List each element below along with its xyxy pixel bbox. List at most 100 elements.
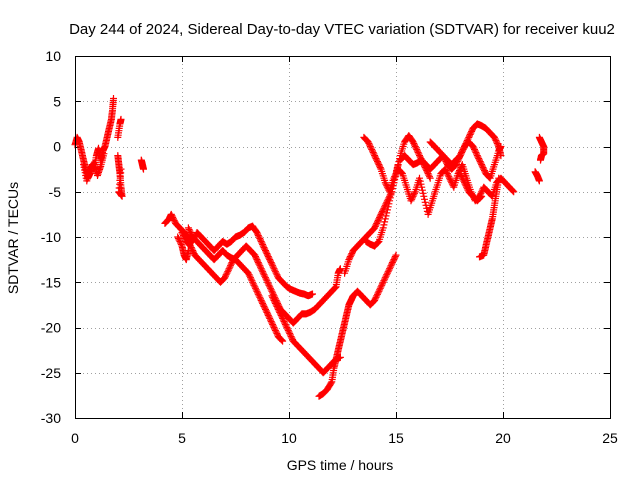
data-point	[269, 293, 277, 301]
data-point	[168, 212, 176, 220]
data-point	[254, 232, 262, 239]
data-point	[267, 286, 275, 294]
y-axis-title: SDTVAR / TECUs	[5, 182, 21, 294]
data-point	[258, 266, 266, 274]
data-point	[271, 299, 279, 307]
data-point	[271, 325, 279, 333]
data-point	[277, 336, 285, 344]
data-point	[372, 221, 380, 229]
data-point	[414, 149, 422, 156]
data-point	[458, 149, 466, 156]
data-point	[441, 155, 448, 163]
data-point	[264, 311, 272, 319]
data-point	[222, 272, 229, 280]
data-point	[245, 271, 253, 279]
data-point	[264, 278, 272, 286]
data-point	[251, 283, 259, 291]
data-point	[378, 280, 386, 288]
data-point	[420, 192, 428, 200]
data-point	[285, 328, 293, 336]
data-point	[268, 319, 276, 327]
data-point	[468, 127, 476, 135]
data-point	[251, 251, 259, 259]
data-point	[476, 194, 484, 202]
data-point	[282, 322, 290, 330]
data-series-sdtvar	[71, 95, 548, 400]
chart-title: Day 244 of 2024, Sidereal Day-to-day VTE…	[69, 21, 615, 38]
data-point	[284, 325, 292, 333]
data-point	[455, 155, 463, 163]
data-point	[413, 146, 421, 153]
data-point	[381, 275, 389, 283]
data-point	[383, 182, 391, 190]
data-point	[508, 186, 516, 194]
data-point	[381, 215, 389, 223]
data-point	[485, 173, 493, 181]
data-point	[369, 149, 377, 156]
data-point	[510, 188, 518, 196]
y-tick-label: -15	[41, 274, 61, 290]
data-point	[390, 174, 398, 182]
data-point	[286, 331, 294, 339]
data-point	[167, 210, 175, 218]
data-point	[110, 95, 117, 102]
data-point	[481, 167, 488, 175]
grid-lines	[75, 56, 610, 418]
data-point	[264, 280, 272, 288]
data-point	[249, 280, 257, 288]
data-point	[374, 289, 382, 297]
data-point	[386, 197, 394, 205]
data-point	[408, 195, 416, 203]
data-point	[442, 158, 450, 166]
data-point	[492, 137, 500, 144]
data-point	[249, 278, 257, 286]
data-point	[443, 170, 451, 178]
data-point	[387, 191, 395, 199]
data-point	[382, 212, 390, 220]
data-point	[477, 159, 485, 167]
data-point	[371, 296, 379, 304]
data-point	[281, 321, 289, 328]
data-point	[261, 272, 269, 280]
data-point	[463, 183, 471, 191]
data-point	[458, 173, 466, 181]
data-point	[184, 224, 192, 232]
data-point	[140, 165, 147, 173]
data-point	[331, 284, 339, 291]
data-point	[287, 333, 295, 341]
data-point	[456, 167, 463, 175]
data-point	[275, 307, 283, 315]
data-point	[418, 186, 426, 194]
data-point	[388, 260, 396, 268]
data-point	[407, 197, 415, 205]
data-point	[476, 158, 484, 166]
data-point	[227, 262, 234, 270]
data-point	[224, 266, 232, 274]
data-point	[366, 143, 374, 150]
data-point	[456, 153, 463, 161]
data-point	[382, 272, 390, 280]
data-point	[250, 281, 258, 289]
data-point	[269, 295, 277, 303]
data-point	[411, 141, 418, 149]
data-point	[447, 177, 455, 185]
x-tick-labels: 0 5 10 15 20 25	[71, 430, 618, 446]
data-point	[265, 281, 273, 289]
data-point	[412, 144, 420, 152]
y-tick-label: -20	[41, 320, 61, 336]
data-point	[261, 245, 269, 253]
data-point	[421, 195, 428, 203]
data-point	[365, 140, 373, 147]
data-point	[382, 180, 390, 188]
data-point	[273, 330, 281, 337]
data-point	[366, 141, 374, 149]
plot-frame	[75, 56, 611, 419]
data-point	[186, 227, 194, 235]
data-point	[346, 254, 354, 262]
data-point	[184, 247, 192, 255]
x-tick-label: 20	[495, 430, 511, 446]
data-point	[270, 265, 278, 273]
data-point	[252, 286, 260, 294]
data-point	[497, 143, 505, 150]
data-point	[469, 143, 477, 150]
